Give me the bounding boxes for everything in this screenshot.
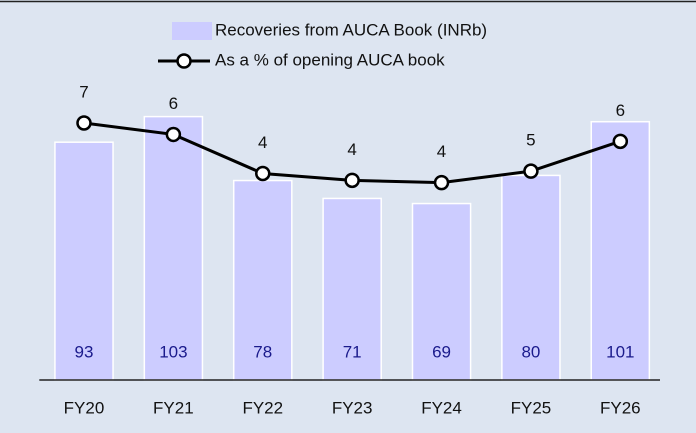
x-tick-label: FY25 (511, 398, 552, 417)
x-tick-label: FY22 (242, 398, 283, 417)
line-marker (76, 115, 92, 131)
line-marker (255, 165, 271, 182)
line-marker (165, 126, 182, 143)
bar (501, 174, 561, 381)
line-marker (523, 163, 539, 179)
legend-swatch (172, 22, 212, 40)
x-tick-label: FY21 (153, 398, 194, 417)
line-value-label: 6 (169, 94, 178, 113)
legend-label: As a % of opening AUCA book (215, 50, 445, 69)
bar-value-label: 71 (343, 342, 362, 361)
x-tick-label: FY23 (332, 398, 373, 417)
bar-value-label: 69 (432, 342, 451, 361)
line-marker (433, 174, 450, 191)
legend-label: Recoveries from AUCA Book (INRb) (215, 20, 487, 39)
bar (143, 115, 204, 381)
line-value-label: 7 (79, 82, 88, 101)
bar (590, 120, 651, 381)
legend-swatch-marker (176, 53, 192, 69)
bar (232, 179, 293, 381)
line-value-label: 4 (258, 133, 267, 152)
bar (411, 202, 472, 381)
x-tick-label: FY26 (600, 398, 641, 417)
bar-value-label: 103 (159, 342, 187, 361)
bar-value-label: 80 (521, 342, 540, 361)
bar-value-label: 101 (606, 342, 634, 361)
line-value-label: 5 (526, 131, 535, 150)
bar-value-label: 93 (75, 342, 94, 361)
line-value-label: 6 (616, 101, 625, 120)
line-value-label: 4 (437, 142, 446, 161)
bar-value-label: 78 (253, 342, 272, 361)
x-tick-label: FY20 (64, 398, 105, 417)
line-marker (612, 133, 629, 150)
line-value-label: 4 (347, 140, 356, 159)
x-tick-label: FY24 (421, 398, 462, 417)
line-marker (344, 172, 360, 189)
